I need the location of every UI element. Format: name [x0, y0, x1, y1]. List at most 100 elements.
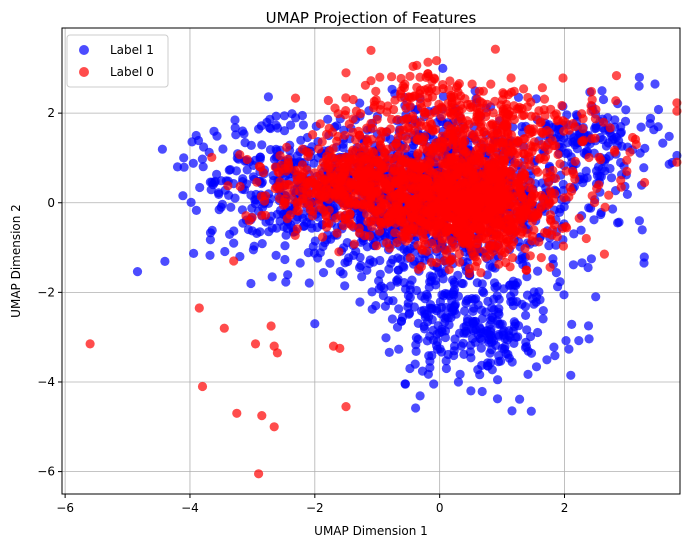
point-label-0: [570, 156, 580, 166]
point-label-1: [584, 203, 594, 213]
point-label-0: [463, 237, 473, 247]
legend-entry-label-1: Label 1: [110, 43, 154, 57]
point-label-0: [478, 181, 488, 191]
point-label-0: [505, 262, 515, 272]
point-label-1: [534, 287, 544, 297]
point-label-0: [560, 117, 571, 128]
point-label-0: [377, 161, 387, 171]
point-label-1: [572, 144, 582, 154]
point-label-1: [438, 91, 449, 101]
point-label-1: [218, 144, 228, 154]
point-label-0: [400, 79, 410, 89]
point-label-0: [401, 205, 411, 215]
point-label-1: [338, 269, 348, 279]
point-label-0: [457, 104, 467, 114]
point-label-0: [509, 222, 519, 232]
point-label-0: [397, 131, 407, 141]
point-label-0: [415, 161, 426, 171]
point-label-1: [487, 333, 497, 343]
point-label-1: [493, 375, 503, 385]
point-label-1: [365, 255, 375, 265]
point-label-1: [542, 355, 552, 365]
point-label-0: [578, 124, 588, 134]
point-label-1: [273, 123, 283, 133]
point-label-0: [403, 169, 414, 179]
point-label-0: [499, 193, 509, 203]
point-label-0: [672, 157, 682, 167]
point-label-1: [460, 306, 470, 316]
point-label-1: [583, 262, 593, 273]
point-label-1: [444, 320, 454, 330]
point-label-0: [283, 154, 293, 164]
point-label-1: [477, 335, 487, 345]
point-label-1: [634, 72, 645, 82]
point-label-1: [230, 115, 240, 125]
point-label-0: [438, 80, 448, 90]
point-label-1: [191, 130, 201, 141]
point-label-1: [458, 338, 468, 348]
point-label-1: [467, 324, 477, 334]
point-label-1: [504, 331, 514, 341]
point-label-1: [386, 281, 396, 291]
point-label-1: [295, 258, 305, 268]
point-label-1: [422, 291, 432, 301]
point-label-1: [579, 174, 589, 184]
point-label-0: [219, 323, 229, 333]
point-label-1: [403, 302, 413, 312]
point-label-0: [485, 159, 495, 169]
plot-frame: [61, 27, 681, 495]
point-label-1: [411, 403, 421, 413]
point-label-1: [466, 386, 476, 396]
point-label-1: [653, 122, 663, 132]
point-label-1: [318, 268, 329, 278]
point-label-1: [598, 94, 609, 105]
point-label-0: [587, 191, 597, 201]
point-label-1: [407, 275, 417, 285]
point-label-0: [442, 249, 452, 259]
point-label-0: [304, 179, 314, 189]
point-label-1: [551, 268, 562, 278]
point-label-0: [242, 154, 252, 165]
point-label-0: [280, 194, 290, 204]
point-label-1: [312, 222, 322, 233]
point-label-0: [379, 208, 389, 218]
point-label-0: [544, 199, 554, 209]
point-label-0: [369, 148, 379, 158]
point-label-1: [650, 79, 660, 89]
point-label-1: [309, 158, 319, 168]
point-label-1: [438, 63, 448, 73]
point-label-0: [266, 321, 276, 331]
point-label-0: [350, 191, 360, 201]
point-label-1: [256, 121, 267, 131]
point-label-0: [376, 217, 386, 227]
legend-entry-label-0: Label 0: [110, 65, 154, 79]
point-label-0: [482, 99, 492, 109]
point-label-1: [586, 254, 597, 264]
point-label-0: [421, 212, 431, 223]
x-tick-label: 0: [436, 501, 444, 515]
point-label-0: [502, 120, 512, 130]
point-label-0: [370, 157, 380, 167]
point-label-1: [393, 253, 403, 263]
point-label-0: [542, 228, 552, 238]
point-label-0: [324, 172, 334, 182]
legend-marker-label-1: [79, 45, 89, 55]
point-label-0: [544, 128, 554, 138]
point-label-0: [458, 144, 468, 154]
point-label-0: [252, 177, 262, 187]
point-label-1: [400, 379, 410, 389]
point-label-0: [503, 214, 513, 224]
point-label-0: [537, 128, 547, 138]
point-label-0: [429, 201, 439, 211]
point-label-0: [276, 160, 286, 170]
point-label-1: [279, 111, 289, 121]
point-label-1: [581, 166, 591, 176]
point-label-1: [589, 215, 599, 225]
point-label-0: [578, 137, 588, 147]
point-label-1: [574, 336, 584, 346]
point-label-1: [526, 348, 537, 358]
point-label-0: [318, 157, 328, 167]
point-label-0: [616, 175, 626, 185]
point-label-0: [447, 98, 457, 108]
point-label-1: [392, 277, 402, 287]
